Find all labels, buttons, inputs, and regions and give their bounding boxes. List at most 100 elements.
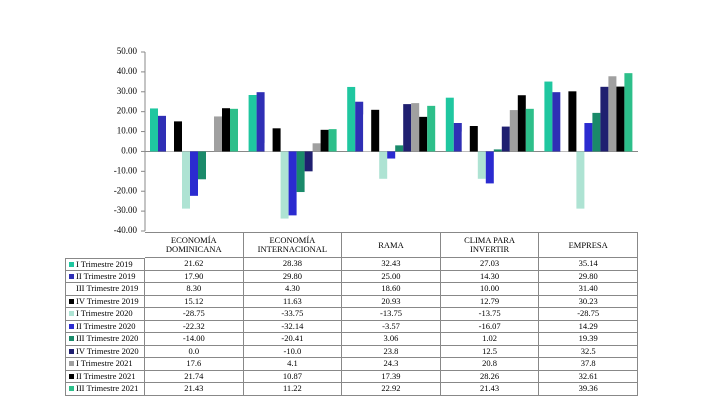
table-value: 12.5 bbox=[440, 345, 540, 358]
bar bbox=[347, 86, 356, 152]
bar bbox=[355, 101, 364, 152]
table-value-text: -22.32 bbox=[182, 320, 205, 331]
table-value-text: -28.75 bbox=[182, 308, 205, 319]
y-tick-label: -20.00 bbox=[114, 185, 138, 195]
table-value: -33.75 bbox=[243, 308, 343, 321]
bar bbox=[493, 149, 502, 152]
bar bbox=[501, 126, 510, 152]
table-value: 8.30 bbox=[145, 283, 244, 296]
table-value: 10.00 bbox=[440, 283, 540, 296]
table-value-text: 30.23 bbox=[578, 295, 598, 306]
table-value-text: 22.92 bbox=[381, 383, 401, 394]
table-value-text: 25.00 bbox=[381, 270, 401, 281]
bar bbox=[576, 151, 585, 209]
legend-label: IV Trimestre 2019 bbox=[76, 295, 139, 306]
bar bbox=[592, 112, 601, 152]
bar bbox=[469, 126, 478, 152]
category-label-text: RAMA bbox=[378, 239, 404, 250]
bar bbox=[320, 129, 329, 152]
table-value: 21.62 bbox=[145, 258, 244, 271]
table-value-text: 37.8 bbox=[580, 358, 596, 369]
table-value: -28.75 bbox=[539, 308, 638, 321]
table-value: 19.39 bbox=[539, 333, 638, 346]
bar bbox=[419, 116, 428, 152]
y-tick-label: 20.00 bbox=[117, 106, 138, 116]
table-value: 0.0 bbox=[145, 345, 244, 358]
table-value: 35.14 bbox=[539, 258, 638, 271]
legend-label: II Trimestre 2020 bbox=[76, 320, 136, 331]
table-value-text: -10.0 bbox=[283, 345, 302, 356]
legend-label: II Trimestre 2021 bbox=[76, 370, 136, 381]
bar bbox=[544, 81, 553, 152]
table-value: 30.23 bbox=[539, 295, 638, 308]
legend-swatch bbox=[69, 298, 74, 304]
bar bbox=[264, 142, 273, 152]
table-value: 29.80 bbox=[539, 270, 638, 283]
table-value-text: 19.39 bbox=[578, 333, 598, 344]
bar bbox=[624, 73, 633, 152]
table-value: 28.38 bbox=[243, 258, 343, 271]
bar bbox=[525, 108, 534, 152]
bar bbox=[288, 151, 297, 216]
table-value-text: 23.8 bbox=[383, 345, 399, 356]
table-value-text: 14.30 bbox=[480, 270, 500, 281]
table-value-text: -13.75 bbox=[380, 308, 402, 319]
y-tick-label: 40.00 bbox=[117, 66, 138, 76]
table-value: 22.92 bbox=[342, 383, 441, 396]
table-value-text: 12.79 bbox=[480, 295, 500, 306]
bar bbox=[584, 123, 593, 152]
table-value-text: -3.57 bbox=[382, 320, 400, 331]
legend-entry: IV Trimestre 2020 bbox=[65, 345, 145, 358]
category-label-text: ECONOMÍA DOMINICANA bbox=[165, 235, 222, 254]
bar bbox=[158, 115, 166, 152]
bar bbox=[517, 95, 526, 152]
bar bbox=[411, 103, 420, 152]
bar bbox=[560, 88, 569, 152]
table-value: -22.32 bbox=[145, 320, 244, 333]
legend-label: I Trimestre 2021 bbox=[76, 358, 133, 369]
table-value: 17.39 bbox=[342, 370, 441, 383]
table-value-text: 29.80 bbox=[282, 270, 302, 281]
table-value: 32.43 bbox=[342, 258, 441, 271]
table-value-text: 32.5 bbox=[580, 345, 596, 356]
legend-swatch bbox=[69, 373, 74, 379]
legend-swatch bbox=[69, 286, 74, 292]
table-value-text: 10.87 bbox=[282, 370, 302, 381]
table-value-text: 18.60 bbox=[381, 283, 401, 294]
table-value-text: 27.03 bbox=[480, 258, 500, 269]
bar bbox=[248, 94, 257, 152]
table-value-text: 11.63 bbox=[282, 295, 302, 306]
table-value: 29.80 bbox=[243, 270, 343, 283]
table-value-text: -16.07 bbox=[478, 320, 501, 331]
table-value-text: 21.43 bbox=[480, 383, 500, 394]
bar bbox=[453, 123, 462, 152]
table-value-text: 20.93 bbox=[381, 295, 401, 306]
table-value: 17.90 bbox=[145, 270, 244, 283]
table-value: -20.41 bbox=[243, 333, 343, 346]
table-value-text: 4.30 bbox=[284, 283, 300, 294]
table-value-text: 28.38 bbox=[282, 258, 302, 269]
table-value: 27.03 bbox=[440, 258, 540, 271]
table-value: 18.60 bbox=[342, 283, 441, 296]
table-value-text: -14.00 bbox=[182, 333, 205, 344]
table-value: -10.0 bbox=[243, 345, 343, 358]
table-value: 21.43 bbox=[440, 383, 540, 396]
table-value: 32.5 bbox=[539, 345, 638, 358]
legend-entry: III Trimestre 2021 bbox=[65, 383, 145, 396]
legend-label: III Trimestre 2019 bbox=[76, 283, 139, 294]
table-value-text: 21.43 bbox=[184, 383, 204, 394]
category-label: RAMA bbox=[342, 232, 441, 258]
table-value: 1.02 bbox=[440, 333, 540, 346]
table-value-text: 10.00 bbox=[480, 283, 500, 294]
table-value: -3.57 bbox=[342, 320, 441, 333]
legend-entry: IV Trimestre 2019 bbox=[65, 295, 145, 308]
table-value-text: 1.02 bbox=[482, 333, 498, 344]
table-value: 24.3 bbox=[342, 358, 441, 371]
bar bbox=[608, 76, 617, 152]
table-value-text: 11.22 bbox=[282, 383, 302, 394]
table-value-text: 4.1 bbox=[287, 358, 298, 369]
category-label: ECONOMÍA DOMINICANA bbox=[145, 232, 244, 258]
category-label-text: EMPRESA bbox=[568, 239, 608, 250]
legend-entry: II Trimestre 2021 bbox=[65, 370, 145, 383]
